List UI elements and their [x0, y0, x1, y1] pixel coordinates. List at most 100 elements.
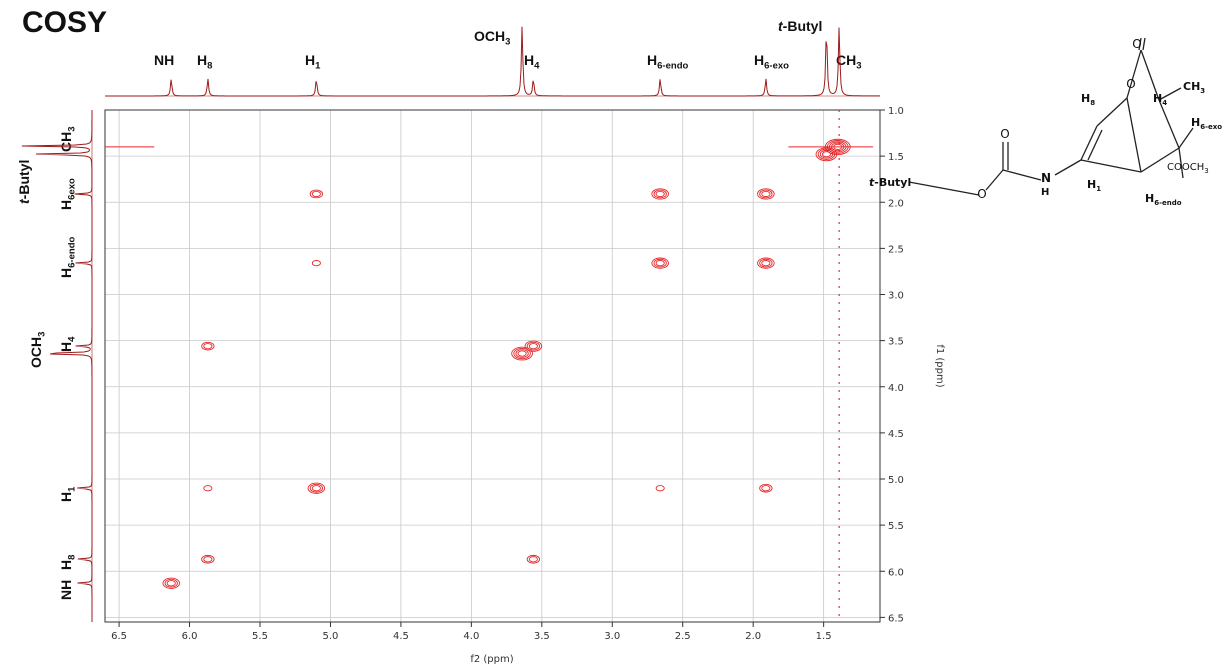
atom-nh-h: H — [1041, 187, 1049, 198]
f1-projection — [21, 110, 93, 622]
contour-ring — [655, 190, 665, 198]
contour-ring — [653, 258, 667, 268]
contour-ring — [309, 483, 324, 493]
x-tick-label: 6.5 — [111, 631, 127, 642]
y-tick-label: 1.5 — [888, 152, 904, 163]
f2-label-h1: H1 — [305, 52, 321, 72]
y-axis-label: f1 (ppm) — [934, 344, 945, 387]
contour-ring — [311, 485, 321, 492]
f2-label-h6-exo: H6-exo — [754, 52, 789, 72]
contour-ring — [528, 343, 538, 350]
cross-peak — [309, 189, 324, 199]
y-tick-label: 4.5 — [888, 429, 904, 440]
y-tick-label: 3.0 — [888, 291, 904, 302]
bond-c-c4 — [1140, 49, 1160, 101]
atom-o-carbamate: O — [1000, 127, 1009, 141]
contour-ring — [759, 258, 773, 268]
atom-o-ester: O — [977, 187, 986, 201]
cross-peak — [655, 485, 665, 492]
cross-peak — [815, 147, 838, 162]
contour-ring — [757, 257, 775, 269]
x-tick-label: 5.0 — [323, 631, 339, 642]
struct-h6-endo: H6-endo — [1145, 192, 1182, 207]
plot-frame — [104, 109, 881, 623]
contour-ring — [655, 485, 665, 492]
y-tick-label: 4.0 — [888, 383, 904, 394]
contour-ring — [513, 347, 531, 360]
y-tick-label: 5.0 — [888, 475, 904, 486]
contour-ring — [819, 149, 834, 159]
f2-label-och3: OCH3 — [474, 28, 511, 48]
molecule-structure: O O O O H8 H4 CH3 H6-exo COOCH3 t-Butyl … — [869, 37, 1222, 207]
bond-tbutyl-o — [908, 181, 980, 196]
cross-peak — [524, 340, 543, 352]
x-axis-label: f2 (ppm) — [470, 654, 513, 665]
x-tick-label: 1.5 — [816, 631, 832, 642]
x-tick-label: 2.5 — [675, 631, 691, 642]
bond-o-c — [985, 169, 1004, 191]
contour-ring — [524, 340, 543, 352]
bond-c4-c5 — [1158, 99, 1180, 149]
contour-ring — [759, 483, 773, 493]
struct-cooch3: COOCH3 — [1167, 162, 1209, 175]
cross-peak — [757, 257, 775, 269]
contour-ring — [815, 147, 838, 162]
x-tick-label: 5.5 — [252, 631, 268, 642]
contour-ring — [201, 554, 215, 564]
x-tick-label: 4.5 — [393, 631, 409, 642]
x-tick-label: 3.5 — [534, 631, 550, 642]
x-tick-label: 2.0 — [745, 631, 761, 642]
figure-title: COSY — [22, 6, 108, 39]
cross-peak — [162, 577, 180, 589]
f2-label-nh: NH — [154, 52, 175, 68]
contour-ring — [517, 350, 527, 357]
contour-ring — [309, 189, 324, 199]
cross-peak — [759, 483, 773, 493]
f2-projection — [105, 26, 881, 97]
bond-c5-ester — [1178, 147, 1184, 179]
cross-peak — [201, 341, 215, 351]
cross-peaks — [162, 138, 851, 589]
cross-peak — [757, 188, 775, 200]
contour-ring — [528, 556, 538, 563]
axis-ticks: 6.5 6.0 5.5 5.0 4.5 4.0 3.5 3.0 2.5 2.0 1.5 1.0 1.5 2… — [111, 106, 904, 642]
y-tick-label: 6.0 — [888, 567, 904, 578]
bond-c4-ch3 — [1158, 87, 1182, 101]
struct-h8: H8 — [1081, 92, 1095, 107]
contour-ring — [162, 577, 180, 589]
cross-peak — [201, 554, 215, 564]
f2-label-ch3: CH3 — [836, 52, 862, 72]
atom-o-ring: O — [1126, 77, 1135, 91]
bond-co-a — [1138, 37, 1142, 51]
contour-ring — [655, 260, 665, 267]
bond-c7-c — [1126, 49, 1142, 99]
cross-peak — [651, 257, 669, 269]
y-tick-label: 2.5 — [888, 244, 904, 255]
y-tick-label: 1.0 — [888, 106, 904, 117]
struct-h6-exo: H6-exo — [1191, 116, 1222, 131]
contour-ring — [311, 190, 321, 198]
bond-c-n — [1002, 169, 1042, 181]
y-tick-label: 2.0 — [888, 198, 904, 209]
contour-ring — [653, 189, 667, 199]
contour-ring — [526, 554, 541, 564]
bond-co-b — [1142, 37, 1146, 51]
x-tick-label: 3.0 — [604, 631, 620, 642]
contour-ring — [759, 189, 773, 199]
contour-ring — [311, 260, 321, 267]
grid-lines — [105, 109, 880, 622]
struct-t-butyl: t-Butyl — [869, 176, 911, 189]
contour-ring — [761, 485, 771, 492]
contour-ring — [203, 485, 213, 492]
contour-ring — [307, 482, 326, 494]
bond-n-c3 — [1054, 159, 1082, 176]
f2-label-t-butyl: t-Butyl — [778, 18, 823, 34]
contour-ring — [817, 148, 836, 160]
bond-c5-c1 — [1140, 147, 1180, 173]
y-tick-label: 6.5 — [888, 613, 904, 624]
contour-ring — [651, 188, 669, 200]
cross-peak — [511, 346, 533, 361]
cross-peak — [203, 485, 213, 492]
